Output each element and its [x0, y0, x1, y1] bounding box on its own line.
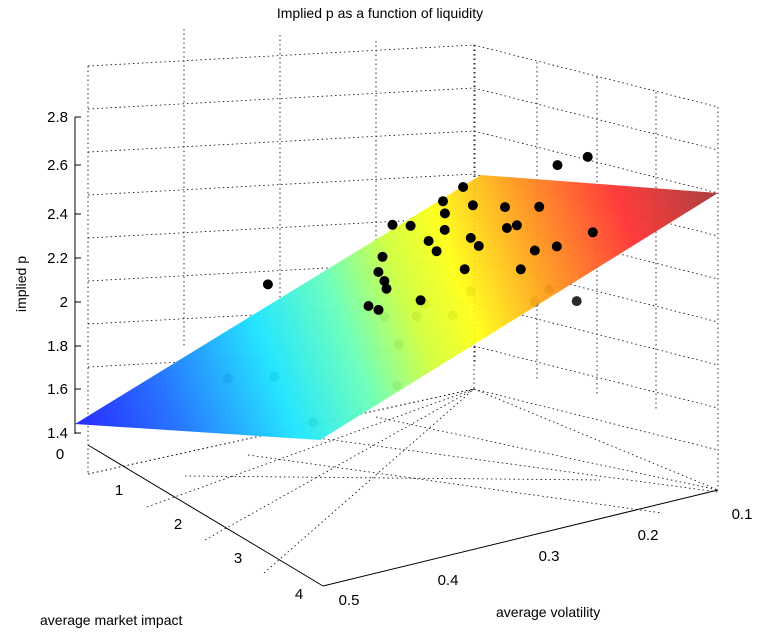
axis-box	[74, 117, 719, 587]
data-point-above	[415, 295, 426, 306]
z-axis-ticks: 1.4 1.6 1.8 2 2.2 2.4 2.6 2.8	[47, 109, 81, 442]
x-tick-label: 2	[174, 516, 182, 533]
fitted-plane-surface	[75, 175, 718, 440]
z-tick-label: 2.4	[47, 206, 68, 223]
data-point-above	[529, 245, 540, 256]
x-axis-label: average market impact	[40, 612, 183, 628]
data-point-above	[459, 264, 470, 275]
data-point-above	[511, 220, 522, 231]
data-point-above	[551, 241, 562, 252]
z-axis-label: implied p	[13, 256, 29, 312]
data-point-above	[552, 160, 563, 171]
x-axis-ticks: 0 1 2 3 4	[56, 446, 303, 603]
y-axis-ticks: 0.1 0.2 0.3 0.4 0.5	[339, 506, 753, 609]
data-point-above	[431, 246, 442, 257]
chart-title: Implied p as a function of liquidity	[277, 5, 483, 21]
y-tick-label: 0.3	[539, 548, 560, 565]
data-point-above	[405, 220, 416, 231]
z-tick-label: 2.2	[47, 250, 68, 267]
z-tick-label: 1.8	[47, 338, 68, 355]
data-point-above	[373, 267, 384, 277]
data-point-above	[363, 301, 374, 311]
data-point-above	[515, 264, 526, 275]
data-point-above	[438, 196, 448, 207]
data-point-above	[534, 201, 545, 212]
y-tick-label: 0.5	[339, 592, 360, 609]
y-tick-label: 0.4	[438, 572, 459, 589]
data-point-above	[587, 227, 598, 238]
data-point-above	[387, 219, 398, 230]
data-point-above	[439, 224, 450, 235]
y-tick-label: 0.1	[732, 506, 753, 523]
x-tick-label: 1	[115, 482, 123, 499]
data-point-above	[458, 182, 469, 192]
data-point-above	[423, 236, 434, 246]
data-point-above	[439, 208, 450, 219]
data-point-above	[501, 223, 512, 233]
data-point-above	[379, 276, 390, 286]
data-point-above	[262, 279, 273, 290]
data-point-above	[500, 202, 510, 213]
z-tick-label: 2	[60, 294, 68, 311]
x-tick-label: 3	[234, 550, 242, 567]
data-point-above	[582, 151, 593, 162]
data-point-above	[381, 283, 392, 294]
points-above-surface	[262, 151, 598, 315]
data-point-above	[465, 232, 476, 243]
data-point-above	[373, 304, 384, 315]
z-tick-label: 1.6	[47, 381, 68, 398]
data-point-below	[571, 296, 582, 307]
z-tick-label: 2.6	[47, 157, 68, 174]
y-axis-label: average volatility	[496, 604, 600, 620]
x-tick-label: 0	[56, 446, 64, 463]
y-tick-label: 0.2	[638, 527, 659, 544]
data-point-above	[473, 241, 484, 251]
data-point-above	[377, 251, 388, 262]
x-tick-label: 4	[295, 586, 303, 603]
data-point-above	[467, 200, 478, 211]
z-tick-label: 1.4	[47, 425, 68, 442]
z-tick-label: 2.8	[47, 109, 68, 126]
